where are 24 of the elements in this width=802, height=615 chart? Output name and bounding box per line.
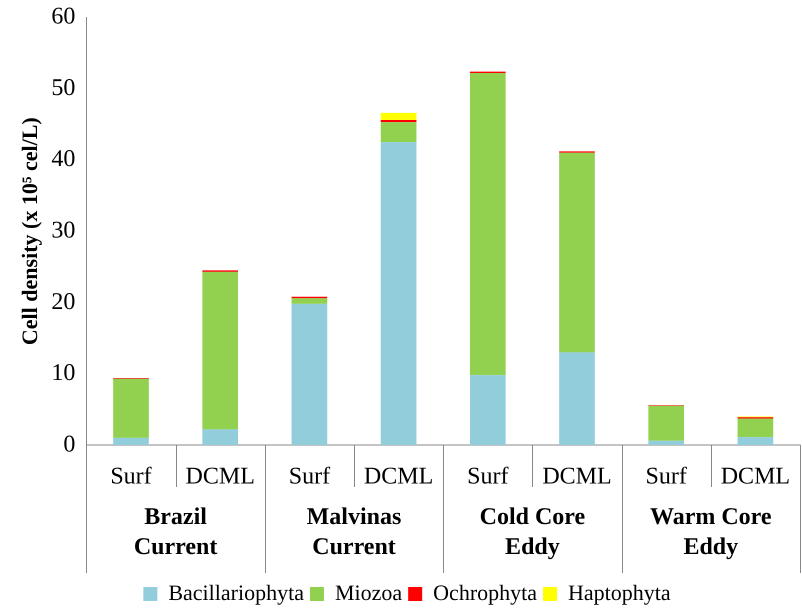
x-tick-label: DCML <box>186 463 255 490</box>
y-tick-label: 20 <box>51 288 76 315</box>
y-tick-label: 50 <box>51 74 76 101</box>
text: Brazil Current <box>134 504 218 560</box>
y-tick-label: 0 <box>63 431 76 458</box>
x-tick-label: DCML <box>720 463 790 490</box>
x-tick-label: Surf <box>646 463 687 490</box>
x-tick-label: DCML <box>364 463 434 490</box>
y-axis-title: Cell density (x 10⁵ cel/L) <box>16 117 42 346</box>
x-tick-label: Surf <box>288 463 330 490</box>
x-tick-label: Surf <box>467 463 508 490</box>
x-tick-label: DCML <box>542 463 612 490</box>
text: Malvinas Current <box>306 504 402 560</box>
legend-label: Miozoa <box>334 580 402 605</box>
text: Cold Core Eddy <box>480 504 586 560</box>
x-tick-label: Surf <box>110 463 152 490</box>
y-tick-label: 30 <box>51 217 76 244</box>
y-tick-label: 60 <box>51 4 76 30</box>
legend-label: Bacillariophyta <box>168 580 304 605</box>
legend-label: Haptophyta <box>568 580 671 605</box>
y-tick-label: 10 <box>51 360 76 386</box>
y-tick-label: 40 <box>51 146 76 172</box>
text: Warm Core Eddy <box>650 504 772 560</box>
legend-label: Ochrophyta <box>433 580 538 605</box>
